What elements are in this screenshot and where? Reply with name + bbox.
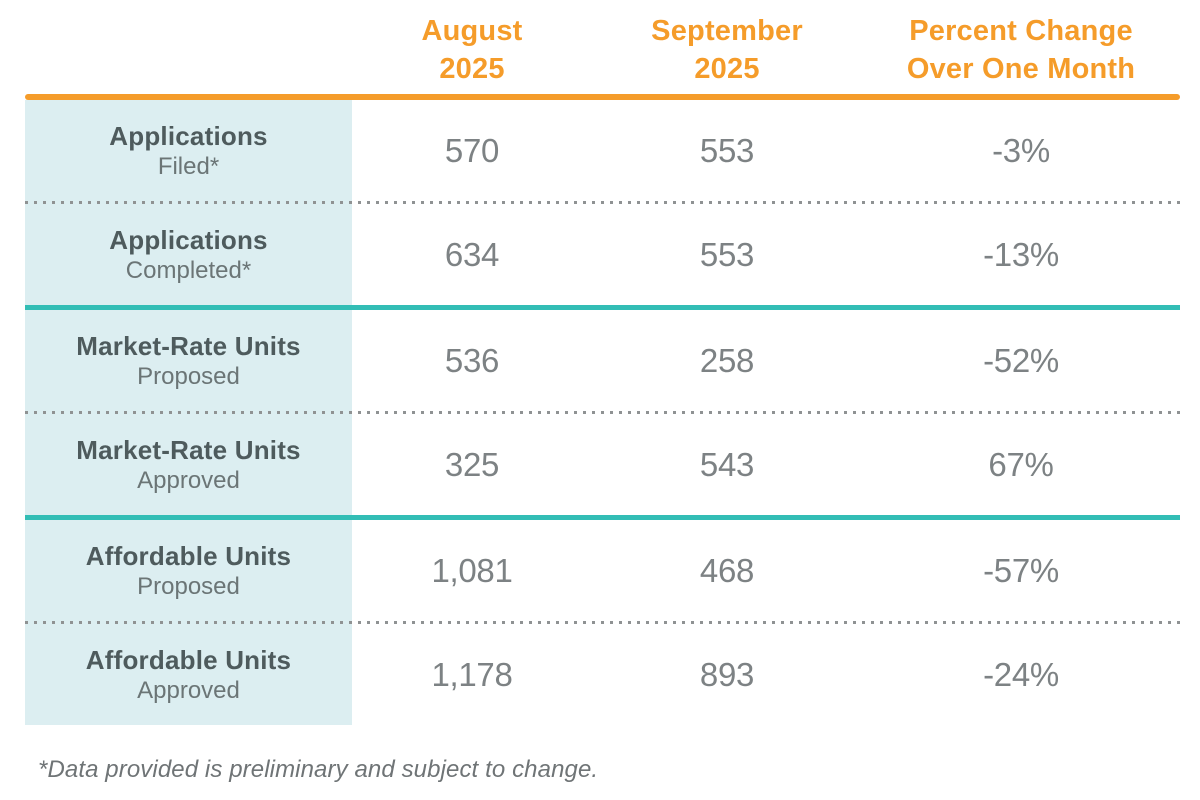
value-august: 634: [444, 235, 500, 273]
row-label-cell: Affordable Units Approved: [25, 644, 352, 706]
column-header-september: September 2025: [592, 12, 862, 89]
table-row-applications-filed: Applications Filed* 570 553 -3%: [25, 100, 1180, 201]
row-label-cell: Affordable Units Proposed: [25, 540, 352, 602]
row-sublabel: Approved: [137, 466, 240, 494]
value-september: 553: [699, 235, 755, 273]
row-label: Market-Rate Units: [76, 330, 301, 361]
column-header-percent-change-line1: Percent Change: [909, 14, 1133, 47]
row-sublabel: Proposed: [137, 362, 240, 390]
value-august: 570: [444, 131, 500, 169]
column-header-september-line2: 2025: [694, 53, 760, 85]
row-label-cell: Applications Filed*: [25, 120, 352, 182]
row-label: Market-Rate Units: [76, 434, 301, 465]
teal-group-separator: [25, 515, 1180, 520]
column-header-percent-change: Percent Change Over One Month: [862, 12, 1180, 89]
table-row-affordable-proposed: Affordable Units Proposed 1,081 468 -57%: [25, 520, 1180, 621]
value-percent-change: -52%: [983, 341, 1059, 379]
teal-group-separator: [25, 305, 1180, 310]
dotted-separator: [25, 411, 1180, 414]
row-sublabel: Approved: [137, 676, 240, 704]
value-percent-change: -24%: [983, 655, 1059, 693]
row-label-cell: Market-Rate Units Approved: [25, 434, 352, 496]
value-august: 1,081: [431, 551, 513, 589]
row-label: Affordable Units: [85, 540, 292, 571]
row-label: Applications: [109, 120, 268, 151]
row-sublabel: Filed*: [157, 152, 220, 180]
value-percent-change: -3%: [992, 131, 1050, 169]
value-september: 468: [699, 551, 755, 589]
column-header-september-line1: September: [651, 14, 803, 47]
value-percent-change: -13%: [983, 235, 1059, 273]
row-label-cell: Applications Completed*: [25, 224, 352, 286]
value-percent-change: -57%: [983, 551, 1059, 589]
row-label: Affordable Units: [85, 644, 292, 675]
column-header-august-line2: 2025: [439, 53, 505, 85]
dotted-separator: [25, 621, 1180, 624]
value-september: 543: [699, 445, 755, 483]
value-september: 258: [699, 341, 755, 379]
table-row-applications-completed: Applications Completed* 634 553 -13%: [25, 204, 1180, 305]
stats-table: August 2025 September 2025 Percent Chang…: [25, 6, 1180, 725]
table-row-market-rate-proposed: Market-Rate Units Proposed 536 258 -52%: [25, 310, 1180, 411]
table-body: Applications Filed* 570 553 -3% Applicat…: [25, 100, 1180, 725]
value-september: 893: [699, 655, 755, 693]
column-header-august-line1: August: [421, 14, 523, 47]
table-row-affordable-approved: Affordable Units Approved 1,178 893 -24%: [25, 624, 1180, 725]
column-header-percent-change-line2: Over One Month: [906, 53, 1136, 85]
value-august: 325: [444, 445, 500, 483]
value-august: 1,178: [431, 655, 513, 693]
row-sublabel: Proposed: [137, 572, 240, 600]
data-disclaimer-footnote: *Data provided is preliminary and subjec…: [38, 756, 599, 783]
value-percent-change: 67%: [988, 445, 1054, 483]
header-divider-rule: [25, 94, 1180, 100]
row-label: Applications: [109, 224, 268, 255]
value-august: 536: [444, 341, 500, 379]
row-sublabel: Completed*: [125, 256, 252, 284]
dotted-separator: [25, 201, 1180, 204]
row-label-cell: Market-Rate Units Proposed: [25, 330, 352, 392]
column-header-august: August 2025: [352, 12, 592, 89]
value-september: 553: [699, 131, 755, 169]
table-row-market-rate-approved: Market-Rate Units Approved 325 543 67%: [25, 414, 1180, 515]
table-header-row: August 2025 September 2025 Percent Chang…: [25, 6, 1180, 94]
